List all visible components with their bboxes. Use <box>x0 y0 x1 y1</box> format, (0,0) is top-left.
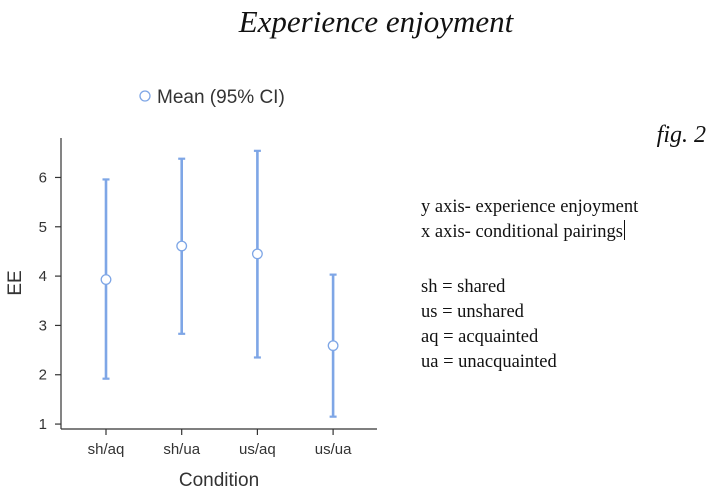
legend-marker <box>139 90 151 102</box>
abbr-ua: ua = unacquainted <box>421 352 557 372</box>
abbr-aq: aq = acquainted <box>421 327 539 347</box>
mean-point <box>100 274 112 286</box>
x-axis-title: Condition <box>179 470 259 491</box>
figure-label: fig. 2 <box>656 122 706 148</box>
mean-point <box>176 240 188 252</box>
note-x-axis-line: x axis- conditional pairings <box>421 220 638 245</box>
x-tick-label: sh/aq <box>88 441 125 458</box>
x-tick-label: us/ua <box>315 441 352 458</box>
y-ticks: 1 2 3 4 5 6 <box>39 169 61 433</box>
y-tick-label: 2 <box>39 367 47 384</box>
text-cursor <box>623 220 626 240</box>
mean-point <box>251 248 263 260</box>
mean-point <box>327 340 339 352</box>
y-tick-label: 1 <box>39 416 47 433</box>
note-x-axis: x axis- conditional pairings <box>421 222 623 242</box>
x-tick-label: sh/ua <box>163 441 200 458</box>
legend-label: Mean (95% CI) <box>157 87 285 108</box>
legend: Mean (95% CI) <box>139 87 285 108</box>
notes-panel: y axis- experience enjoyment x axis- con… <box>421 195 638 375</box>
abbr-sh: sh = shared <box>421 277 506 297</box>
y-tick-label: 4 <box>39 268 47 285</box>
y-tick-label: 6 <box>39 169 47 186</box>
y-tick-label: 3 <box>39 317 47 334</box>
y-tick-label: 5 <box>39 219 47 236</box>
x-tick-label: us/aq <box>239 441 276 458</box>
chart-title: Experience enjoyment <box>238 4 514 39</box>
note-y-axis: y axis- experience enjoyment <box>421 197 639 217</box>
y-axis-title: EE <box>5 270 26 295</box>
data-marks <box>100 149 339 418</box>
abbr-us: us = unshared <box>421 302 524 322</box>
x-ticks: sh/aq sh/ua us/aq us/ua <box>88 429 352 458</box>
